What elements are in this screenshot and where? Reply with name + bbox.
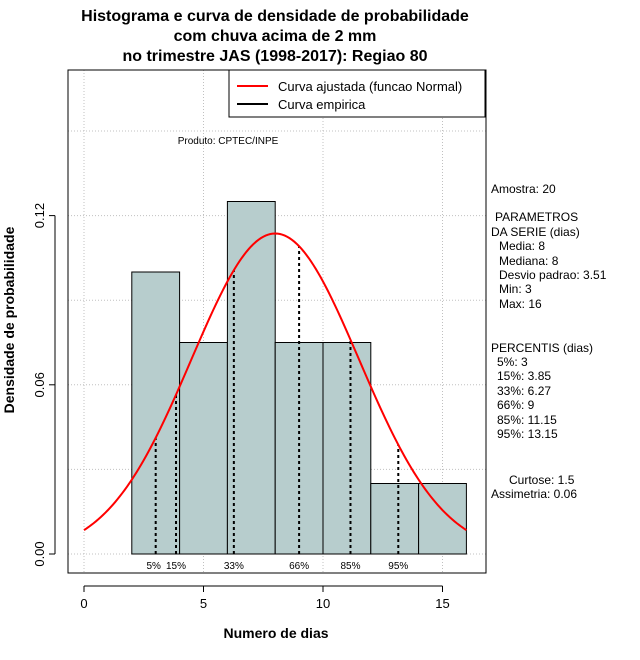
- product-label: Produto: CPTEC/INPE: [178, 136, 279, 147]
- histogram-bars: [131, 201, 467, 555]
- legend-empirical-label: Curva empirica: [278, 97, 366, 112]
- histogram-bar-6: [370, 483, 420, 555]
- percentile-label-66: 66%: [289, 561, 309, 572]
- legend-fitted-label: Curva ajustada (funcao Normal): [278, 79, 462, 94]
- histogram-bar-2: [179, 342, 228, 555]
- percentile-33: 33%: 6.27: [497, 384, 551, 398]
- percentile-label-5: 5%: [146, 561, 161, 572]
- percentile-15: 15%: 3.85: [497, 369, 551, 383]
- y-axis-label: Densidade de probabilidade: [1, 226, 17, 413]
- x-tick-label-5: 5: [200, 596, 207, 611]
- params-header: PARAMETROS: [495, 210, 578, 224]
- histogram-bar-1: [131, 271, 181, 555]
- x-tick-label-15: 15: [435, 596, 449, 611]
- stats-panel: Amostra: 20 PARAMETROS DA SERIE (dias) M…: [491, 182, 607, 501]
- x-tick-label-0: 0: [80, 596, 87, 611]
- chart-title-line-1: Histograma e curva de densidade de proba…: [81, 8, 469, 25]
- percentile-label-95: 95%: [388, 561, 408, 572]
- x-axis: 0 5 10 15: [80, 585, 450, 611]
- stat-max: Max: 16: [499, 297, 542, 311]
- percentiles-header: PERCENTIS (dias): [491, 341, 593, 355]
- y-tick-label-1: 0.06: [32, 372, 47, 397]
- percentile-label-85: 85%: [340, 561, 360, 572]
- x-tick-label-10: 10: [316, 596, 330, 611]
- legend-box: [228, 69, 486, 118]
- percentile-labels: 5% 15% 33% 66% 85% 95%: [146, 561, 408, 572]
- x-axis-label: Numero de dias: [223, 625, 328, 641]
- percentile-label-15: 15%: [166, 561, 186, 572]
- legend: Curva ajustada (funcao Normal) Curva emp…: [228, 69, 486, 118]
- sample-size: Amostra: 20: [491, 182, 556, 196]
- percentile-5: 5%: 3: [497, 355, 528, 369]
- stat-sd: Desvio padrao: 3.51: [499, 268, 607, 282]
- fitted-normal-curve: [83, 232, 467, 531]
- params-subheader: DA SERIE (dias): [491, 225, 580, 239]
- stat-median: Mediana: 8: [499, 254, 559, 268]
- y-tick-label-0: 0.00: [32, 541, 47, 566]
- percentile-95: 95%: 13.15: [497, 427, 558, 441]
- y-tick-label-2: 0.12: [32, 203, 47, 228]
- y-axis: 0.00 0.06 0.12: [32, 203, 56, 567]
- chart-title-line-2: com chuva acima de 2 mm: [174, 28, 377, 45]
- skewness: Assimetria: 0.06: [491, 487, 577, 501]
- kurtosis: Curtose: 1.5: [509, 473, 575, 487]
- histogram-bar-7: [418, 483, 467, 555]
- chart-title-line-3: no trimestre JAS (1998-2017): Regiao 80: [122, 48, 427, 65]
- percentile-label-33: 33%: [224, 561, 244, 572]
- stat-min: Min: 3: [499, 282, 532, 296]
- histogram-bar-3: [226, 201, 276, 555]
- histogram-bar-5: [322, 342, 372, 555]
- stat-mean: Media: 8: [499, 239, 545, 253]
- percentile-66: 66%: 9: [497, 398, 535, 412]
- percentile-lines: [154, 246, 400, 554]
- percentile-85: 85%: 11.15: [497, 413, 557, 427]
